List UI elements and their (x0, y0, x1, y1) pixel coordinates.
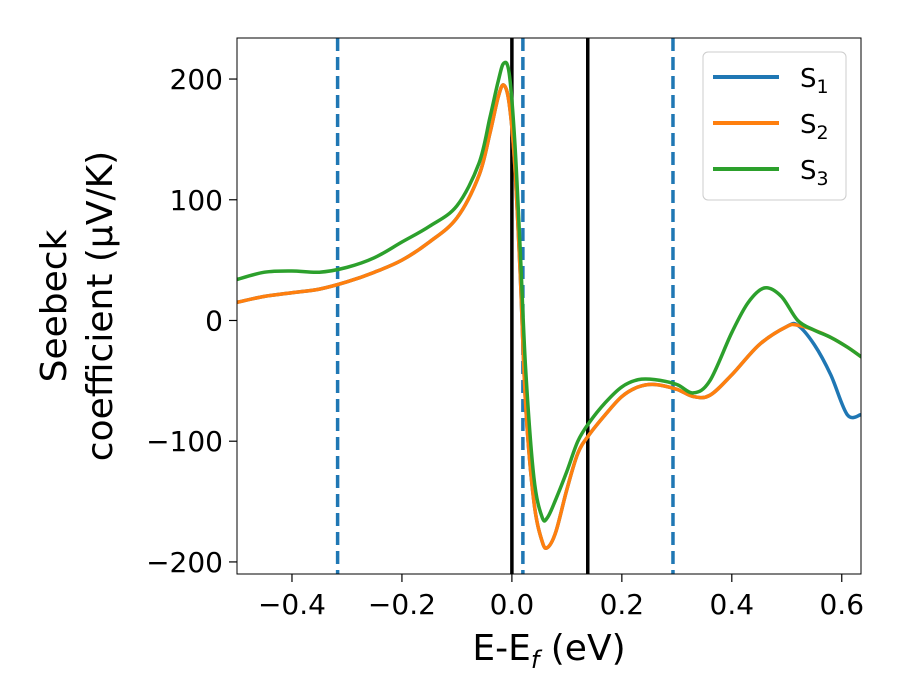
series-line-s2 (237, 83, 861, 551)
legend-label-1: S1 (800, 64, 829, 98)
x-axis-ticks: −0.4 −0.2 0.0 0.2 0.4 0.6 (258, 574, 864, 621)
x-tick-label: 0.6 (819, 588, 864, 621)
x-tick-label: 0.2 (600, 588, 645, 621)
y-tick-label: 100 (170, 184, 223, 217)
legend-label-3: S3 (800, 156, 829, 190)
y-axis-title: Seebeck coefficient (μV/K) (34, 151, 121, 461)
y-tick-label: −100 (146, 425, 223, 458)
series-line-s3 (237, 60, 861, 523)
plot-frame (236, 37, 862, 575)
y-tick-label: −200 (146, 546, 223, 579)
legend-box (702, 51, 847, 201)
y-tick-label: 0 (205, 304, 223, 337)
x-tick-label: −0.4 (258, 588, 326, 621)
x-tick-label: −0.2 (368, 588, 436, 621)
x-axis-title: E-Ef (eV) (472, 628, 625, 674)
y-axis-title-line2: coefficient (μV/K) (80, 151, 121, 461)
y-axis-title-line1: Seebeck (34, 229, 75, 382)
series-lines (237, 60, 861, 551)
y-tick-label: 200 (170, 63, 223, 96)
legend-label-2: S2 (800, 110, 829, 144)
x-tick-label: 0.0 (490, 588, 535, 621)
y-axis-ticks: 200 100 0 −100 −200 (146, 63, 237, 579)
legend: S1 S2 S3 (702, 51, 847, 201)
x-tick-label: 0.4 (710, 588, 755, 621)
reference-lines (335, 38, 675, 574)
